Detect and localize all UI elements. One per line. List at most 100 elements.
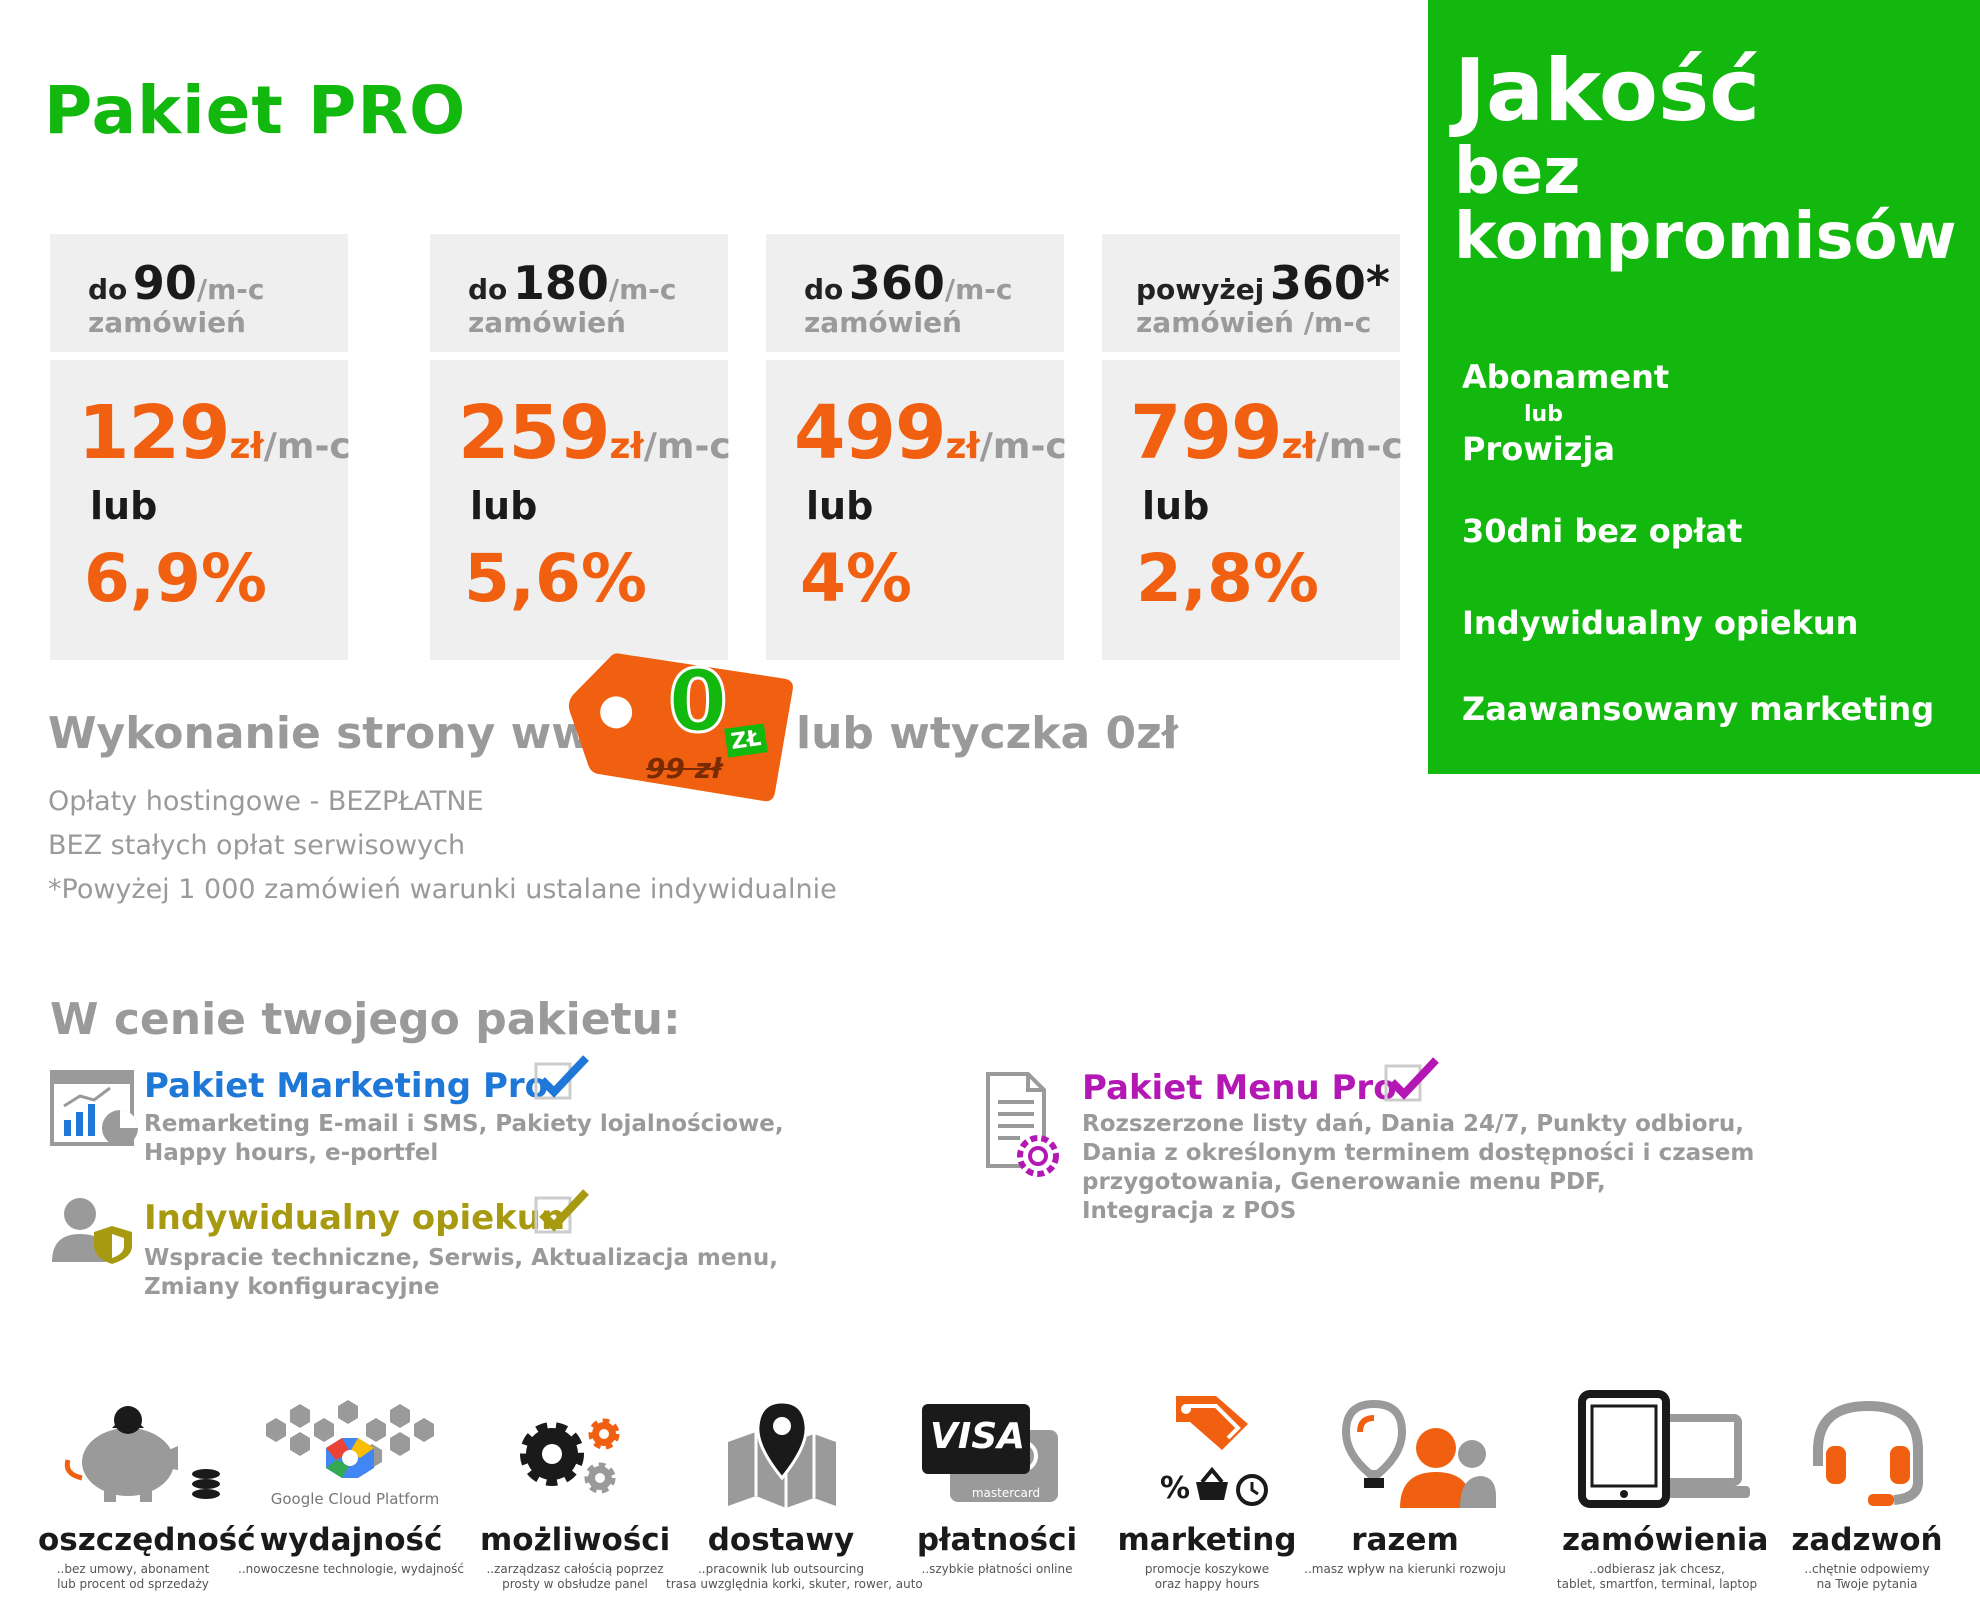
benefit-desc: ..bez umowy, abonament lub procent od spr… xyxy=(18,1562,248,1592)
benefit-desc-line: prosty w obsłudze panel xyxy=(502,1577,648,1591)
plan-body: 129zł/m-c lub 6,9% xyxy=(50,360,351,660)
plan-currency: zł xyxy=(1281,426,1316,467)
benefit-marketing: % marketing promocje koszykowe oraz happy… xyxy=(1112,1390,1302,1600)
promo-feature-support: Indywidualny opiekun xyxy=(1462,604,1859,642)
price-tag-value: 0 xyxy=(667,651,730,754)
benefit-desc-line: ..chętnie odpowiemy xyxy=(1804,1562,1930,1576)
plan-period: /m-c xyxy=(1315,426,1403,467)
plan-card-360[interactable]: do 360/m-c zamówień 499zł/m-c lub 4% xyxy=(766,234,1067,660)
benefit-label: zadzwoń xyxy=(1791,1522,1943,1558)
note-over-1000: *Powyżej 1 000 zamówień warunki ustalane… xyxy=(48,874,837,905)
benefit-desc: ..zarządzasz całością poprzez prosty w ob… xyxy=(460,1562,690,1592)
benefit-desc: ..pracownik lub outsourcing trasa uwzględ… xyxy=(666,1562,923,1592)
benefit-desc-line: oraz happy hours xyxy=(1154,1577,1260,1591)
feature-desc-line: przygotowania, Generowanie menu PDF, xyxy=(1082,1169,1606,1195)
benefit-desc: ..szybkie płatności online xyxy=(882,1562,1112,1577)
check-icon xyxy=(534,1188,590,1240)
benefit-orders: zamówienia ..odbierasz jak chcesz, tablet… xyxy=(1557,1390,1768,1600)
check-icon xyxy=(534,1054,590,1106)
price-tag-old-price: 99 zł xyxy=(646,752,722,785)
google-cloud-icon: Google Cloud Platform xyxy=(256,1390,446,1510)
note-service: BEZ stałych opłat serwisowych xyxy=(48,830,466,861)
plan-commission: 2,8% xyxy=(1136,540,1320,617)
feature-desc-line: Dania z określonym terminem dostępności … xyxy=(1082,1140,1755,1166)
feature-desc-line: Wspracie techniczne, Serwis, Aktualizacj… xyxy=(144,1245,778,1271)
benefit-possibilities: możliwości ..zarządzasz całością poprzez… xyxy=(480,1390,670,1600)
plan-price: 499 xyxy=(794,390,946,476)
benefit-delivery: dostawy ..pracownik lub outsourcing trasa… xyxy=(666,1390,923,1600)
plan-card-180[interactable]: do 180/m-c zamówień 259zł/m-c lub 5,6% xyxy=(430,234,731,660)
plan-period: /m-c xyxy=(979,426,1067,467)
check-icon xyxy=(1384,1056,1440,1108)
promo-feature-trial: 30dni bez opłat xyxy=(1462,512,1743,550)
plan-period: /m-c xyxy=(263,426,351,467)
plan-card-90[interactable]: do 90/m-c zamówień 129zł/m-c lub 6,9% xyxy=(50,234,351,660)
plan-prefix: do xyxy=(88,273,128,306)
tags-icon: % xyxy=(1112,1390,1302,1510)
plan-limit: 90 xyxy=(132,256,197,310)
promo-feature-or: lub xyxy=(1524,402,1563,427)
plan-header: powyżej 360* zamówień /m-c xyxy=(1102,234,1400,352)
feature-marketing-title: Pakiet Marketing Pro xyxy=(144,1066,548,1106)
plan-orders-label: zamówień xyxy=(468,306,626,339)
benefit-desc-line: ..odbierasz jak chcesz, xyxy=(1589,1562,1725,1576)
benefit-desc: ..masz wpływ na kierunki rozwoju xyxy=(1290,1562,1520,1577)
plan-currency: zł xyxy=(945,426,980,467)
feature-menu-title: Pakiet Menu Pro xyxy=(1082,1068,1397,1108)
benefit-label: możliwości xyxy=(480,1522,671,1558)
plan-or: lub xyxy=(90,484,158,528)
website-offer-right: lub wtyczka 0zł xyxy=(796,708,1179,759)
feature-desc-line: Remarketing E-mail i SMS, Pakiety lojaln… xyxy=(144,1111,784,1137)
benefit-desc-line: ..nowoczesne technologie, wydajność xyxy=(238,1562,464,1576)
promo-panel: Jakość bez kompromisów Abonament lub Pro… xyxy=(1428,0,1980,774)
plan-body: 499zł/m-c lub 4% xyxy=(766,360,1067,660)
plan-price: 799 xyxy=(1130,390,1282,476)
plan-unit: /m-c xyxy=(944,273,1013,306)
promo-heading: Jakość xyxy=(1454,41,1761,141)
benefit-label: oszczędność xyxy=(38,1522,256,1558)
benefit-payments: VISA mastercard płatności ..szybkie płat… xyxy=(902,1390,1092,1600)
benefit-label: razem xyxy=(1351,1522,1459,1558)
benefit-desc: ..odbierasz jak chcesz, tablet, smartfon,… xyxy=(1542,1562,1772,1592)
plan-header: do 360/m-c zamówień xyxy=(766,234,1064,352)
feature-menu-desc: Rozszerzone listy dań, Dania 24/7, Punkt… xyxy=(1082,1110,1754,1226)
plan-commission: 5,6% xyxy=(464,540,648,617)
feature-opiekun-desc: Wspracie techniczne, Serwis, Aktualizacj… xyxy=(144,1244,778,1302)
benefit-desc-line: ..szybkie płatności online xyxy=(921,1562,1073,1576)
feature-desc-line: Integracja z POS xyxy=(1082,1198,1297,1224)
google-cloud-logo-text: Google Cloud Platform xyxy=(270,1490,440,1508)
price-tag-icon: 0 ZŁ 99 zł xyxy=(566,630,796,810)
document-gear-icon xyxy=(984,1070,1070,1184)
page-title: Pakiet PRO xyxy=(44,72,467,149)
visa-logo-text: VISA xyxy=(930,1416,1026,1457)
feature-opiekun-title: Indywidualny opiekun xyxy=(144,1198,566,1238)
promo-feature-marketing: Zaawansowany marketing xyxy=(1462,690,1935,728)
benefit-label: dostawy xyxy=(707,1522,855,1558)
benefit-desc-line: lub procent od sprzedaży xyxy=(57,1577,209,1591)
section-title: W cenie twojego pakietu: xyxy=(50,994,681,1045)
plan-card-over-360[interactable]: powyżej 360* zamówień /m-c 799zł/m-c lub… xyxy=(1102,234,1403,660)
benefit-desc: ..chętnie odpowiemy na Twoje pytania xyxy=(1752,1562,1980,1592)
plan-unit: /m-c xyxy=(196,273,265,306)
plan-commission: 4% xyxy=(800,540,913,617)
plan-prefix: do xyxy=(804,273,844,306)
mastercard-logo-text: mastercard xyxy=(971,1486,1041,1500)
plan-limit: 180 xyxy=(512,256,609,310)
benefit-performance: Google Cloud Platform wydajność ..nowocz… xyxy=(238,1390,464,1600)
promo-feature-commission: Prowizja xyxy=(1462,430,1615,468)
feature-desc-line: Zmiany konfiguracyjne xyxy=(144,1274,440,1300)
promo-subheading-line2: kompromisów xyxy=(1454,200,1957,275)
benefit-label: płatności xyxy=(916,1522,1078,1558)
map-pin-icon xyxy=(686,1390,876,1510)
feature-marketing-desc: Remarketing E-mail i SMS, Pakiety lojaln… xyxy=(144,1110,784,1168)
benefit-desc-line: trasa uwzględnia korki, skuter, rower, a… xyxy=(666,1577,923,1591)
gears-icon xyxy=(480,1390,670,1510)
headset-icon xyxy=(1772,1390,1962,1510)
plan-price: 259 xyxy=(458,390,610,476)
plan-body: 259zł/m-c lub 5,6% xyxy=(430,360,731,660)
promo-subheading: bez kompromisów xyxy=(1454,139,1957,275)
plan-prefix: powyżej xyxy=(1136,273,1265,306)
benefit-desc-line: ..masz wpływ na kierunki rozwoju xyxy=(1304,1562,1506,1576)
benefit-desc-line: promocje koszykowe xyxy=(1144,1562,1270,1576)
plan-orders-label: zamówień xyxy=(88,306,246,339)
